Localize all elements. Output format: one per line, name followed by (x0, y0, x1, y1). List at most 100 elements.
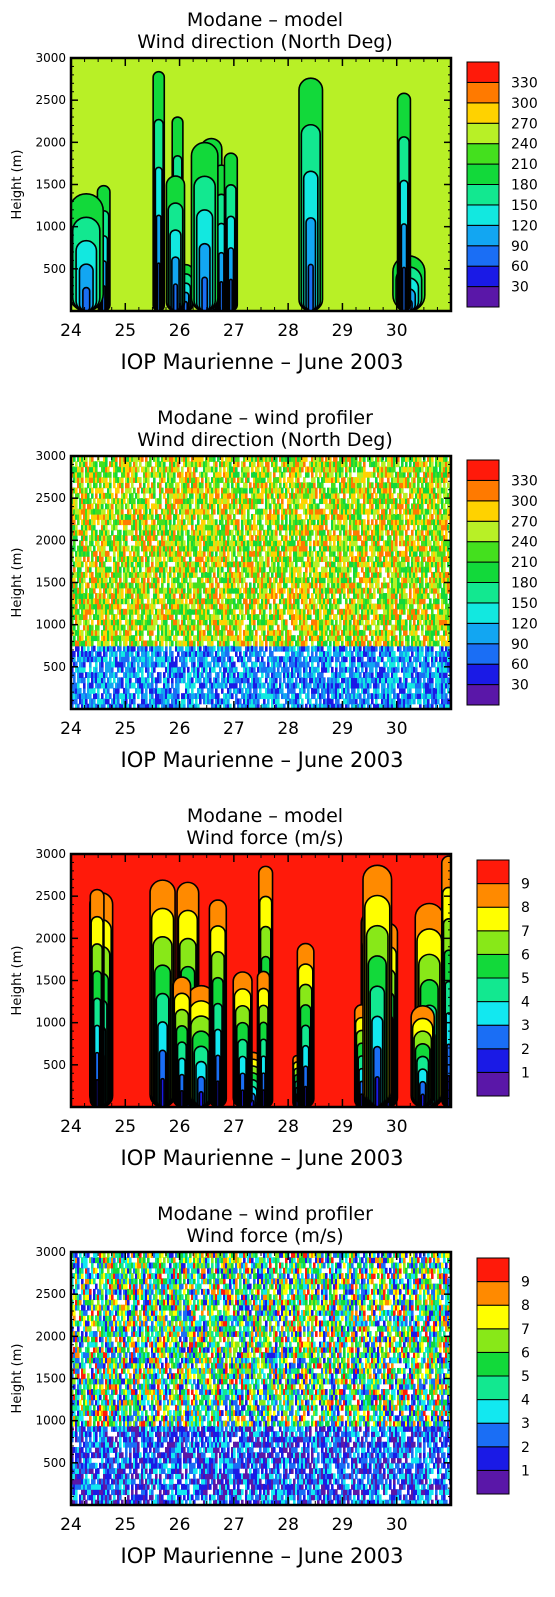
heatmap-field (71, 58, 451, 311)
y-tick-label: 2000 (35, 1329, 66, 1343)
colorbar-swatch (466, 479, 500, 502)
colorbar-level-label: 3 (521, 1018, 530, 1034)
colorbar-swatch (476, 1446, 510, 1471)
x-tick-label: 28 (277, 1117, 299, 1137)
colorbar-level-label: 180 (511, 576, 538, 592)
colorbar-level-label: 1 (521, 1065, 530, 1081)
colorbar-level-label: 2 (521, 1440, 530, 1456)
x-axis-label: IOP Maurienne – June 2003 (121, 1146, 404, 1170)
x-tick-label: 30 (386, 1515, 408, 1535)
y-tick-label: 2000 (35, 533, 66, 547)
x-tick-label: 25 (114, 719, 136, 739)
chart-subtitle: Wind direction (North Deg) (137, 429, 392, 451)
colorbar-level-label: 120 (511, 218, 538, 234)
y-tick-label: 500 (43, 1058, 66, 1072)
y-axis-label: Height (m) (10, 1344, 25, 1414)
y-tick-label: 1000 (35, 1414, 66, 1428)
colorbar-level-label: 270 (511, 514, 538, 530)
y-tick-label: 500 (43, 262, 66, 276)
y-tick-label: 1500 (35, 178, 66, 192)
colorbar-swatch (476, 1071, 510, 1097)
colorbar-level-label: 6 (521, 947, 530, 963)
colorbar-level-label: 90 (511, 239, 529, 255)
y-axis-label: Height (m) (10, 946, 25, 1016)
chart-title: Modane – model (187, 805, 343, 827)
colorbar-swatch (466, 663, 500, 686)
colorbar-swatch (466, 459, 500, 481)
x-tick-label: 24 (60, 1117, 82, 1137)
colorbar-swatch (466, 520, 500, 543)
colorbar-swatch (466, 582, 500, 604)
colorbar-level-label: 60 (511, 657, 529, 673)
colorbar-level-label: 300 (511, 96, 538, 112)
chart-subtitle: Wind force (m/s) (186, 827, 343, 849)
colorbar-swatch (476, 1375, 510, 1401)
colorbar-swatch (466, 684, 500, 706)
y-tick-label: 1000 (35, 618, 66, 632)
colorbar-level-label: 300 (511, 494, 538, 510)
heatmap-field (71, 854, 451, 1107)
y-tick-label: 3000 (35, 51, 66, 65)
colorbar-swatch (466, 224, 500, 247)
x-tick-label: 25 (114, 1515, 136, 1535)
colorbar-level-label: 30 (511, 678, 529, 694)
x-axis-label: IOP Maurienne – June 2003 (121, 748, 404, 772)
colorbar-level-label: 210 (511, 157, 538, 173)
colorbar-level-label: 150 (511, 596, 538, 612)
colorbar-swatch (466, 245, 500, 267)
colorbar-level-label: 330 (511, 473, 538, 489)
colorbar-level-label: 1 (521, 1463, 530, 1479)
colorbar-swatch (466, 204, 500, 226)
y-tick-label: 3000 (35, 1245, 66, 1259)
colorbar-swatch (476, 1281, 510, 1306)
x-tick-label: 26 (169, 1117, 191, 1137)
colorbar-level-label: 4 (521, 995, 530, 1011)
x-tick-label: 27 (223, 1117, 245, 1137)
colorbar-level-label: 8 (521, 1298, 530, 1314)
colorbar-swatch (476, 1351, 510, 1377)
colorbar-swatch (476, 906, 510, 932)
y-tick-label: 500 (43, 660, 66, 674)
x-tick-label: 24 (60, 1515, 82, 1535)
y-axis-label: Height (m) (10, 548, 25, 618)
y-tick-label: 2500 (35, 1287, 66, 1301)
x-tick-label: 27 (223, 321, 245, 341)
x-tick-label: 29 (332, 1117, 354, 1137)
x-tick-label: 30 (386, 719, 408, 739)
colorbar-swatch (476, 953, 510, 979)
y-tick-label: 500 (43, 1456, 66, 1470)
heatmap-field (71, 456, 451, 709)
chart-subtitle: Wind force (m/s) (186, 1225, 343, 1247)
colorbar-level-label: 5 (521, 971, 530, 987)
x-tick-label: 26 (169, 1515, 191, 1535)
colorbar-level-label: 9 (521, 877, 530, 893)
x-tick-label: 29 (332, 1515, 354, 1535)
x-tick-label: 29 (332, 719, 354, 739)
x-tick-label: 28 (277, 719, 299, 739)
colorbar-swatch (466, 602, 500, 624)
colorbar-swatch (476, 1257, 510, 1283)
colorbar-swatch (466, 184, 500, 206)
colorbar-level-label: 30 (511, 280, 529, 296)
chart-subtitle: Wind direction (North Deg) (137, 31, 392, 53)
y-tick-label: 1500 (35, 974, 66, 988)
colorbar-swatch (466, 622, 500, 645)
y-tick-label: 1000 (35, 220, 66, 234)
colorbar-swatch (466, 143, 500, 165)
y-tick-label: 1500 (35, 1372, 66, 1386)
colorbar-level-label: 180 (511, 178, 538, 194)
x-tick-label: 28 (277, 1515, 299, 1535)
colorbar-swatch (476, 1048, 510, 1073)
colorbar-swatch (476, 930, 510, 955)
x-tick-label: 25 (114, 321, 136, 341)
y-tick-label: 2000 (35, 135, 66, 149)
x-tick-label: 27 (223, 719, 245, 739)
x-tick-label: 26 (169, 321, 191, 341)
colorbar-swatch (476, 1024, 510, 1050)
y-tick-label: 2500 (35, 889, 66, 903)
chart-title: Modane – model (187, 9, 343, 31)
colorbar-swatch (476, 1001, 510, 1026)
x-tick-label: 24 (60, 321, 82, 341)
